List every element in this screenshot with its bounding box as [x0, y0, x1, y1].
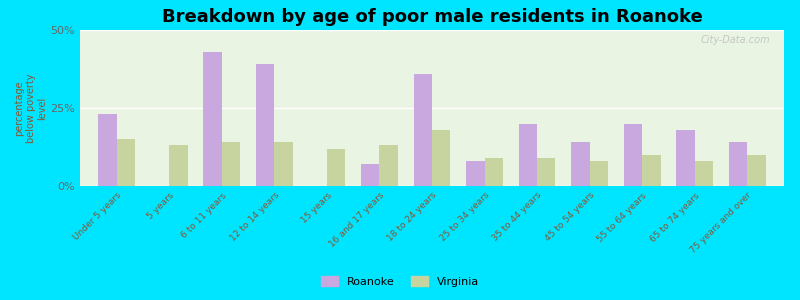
Bar: [379, 146, 398, 186]
Bar: [414, 74, 432, 186]
Bar: [642, 155, 661, 186]
Bar: [466, 161, 485, 186]
Bar: [117, 139, 135, 186]
Bar: [624, 124, 642, 186]
Title: Breakdown by age of poor male residents in Roanoke: Breakdown by age of poor male residents …: [162, 8, 702, 26]
Bar: [256, 64, 274, 186]
Bar: [537, 158, 555, 186]
Bar: [203, 52, 222, 186]
Bar: [518, 124, 537, 186]
Bar: [432, 130, 450, 186]
Text: City-Data.com: City-Data.com: [700, 35, 770, 45]
Bar: [274, 142, 293, 186]
Bar: [676, 130, 694, 186]
Legend: Roanoke, Virginia: Roanoke, Virginia: [317, 272, 483, 291]
Bar: [571, 142, 590, 186]
Bar: [98, 114, 117, 186]
Bar: [694, 161, 713, 186]
Bar: [729, 142, 747, 186]
Bar: [485, 158, 503, 186]
Bar: [327, 148, 346, 186]
Y-axis label: percentage
below poverty
level: percentage below poverty level: [14, 73, 48, 143]
Bar: [170, 146, 188, 186]
Bar: [747, 155, 766, 186]
Bar: [222, 142, 240, 186]
Bar: [361, 164, 379, 186]
Bar: [590, 161, 608, 186]
